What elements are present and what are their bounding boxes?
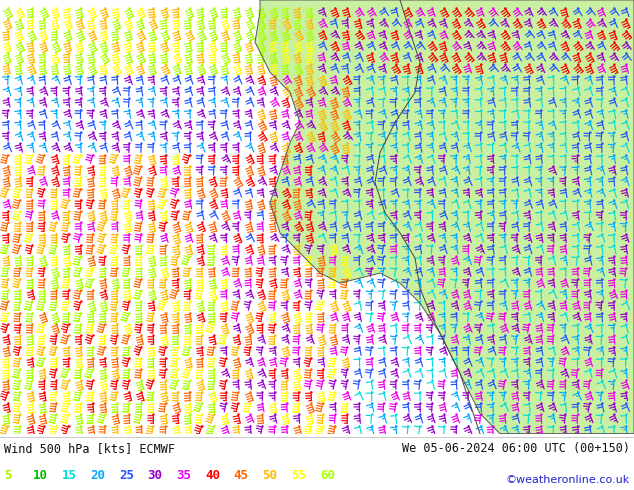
Text: 30: 30 — [148, 469, 163, 483]
Text: 50: 50 — [262, 469, 278, 483]
Text: 15: 15 — [61, 469, 77, 483]
Text: 35: 35 — [176, 469, 191, 483]
Text: 40: 40 — [205, 469, 220, 483]
Text: 25: 25 — [119, 469, 134, 483]
Text: 55: 55 — [291, 469, 306, 483]
Text: Wind 500 hPa [kts] ECMWF: Wind 500 hPa [kts] ECMWF — [4, 441, 175, 455]
Text: We 05-06-2024 06:00 UTC (00+150): We 05-06-2024 06:00 UTC (00+150) — [402, 441, 630, 455]
Text: 60: 60 — [320, 469, 335, 483]
Text: ©weatheronline.co.uk: ©weatheronline.co.uk — [506, 475, 630, 485]
Polygon shape — [255, 0, 634, 434]
Text: 20: 20 — [90, 469, 105, 483]
Text: 5: 5 — [4, 469, 11, 483]
Text: 45: 45 — [234, 469, 249, 483]
Text: 10: 10 — [33, 469, 48, 483]
